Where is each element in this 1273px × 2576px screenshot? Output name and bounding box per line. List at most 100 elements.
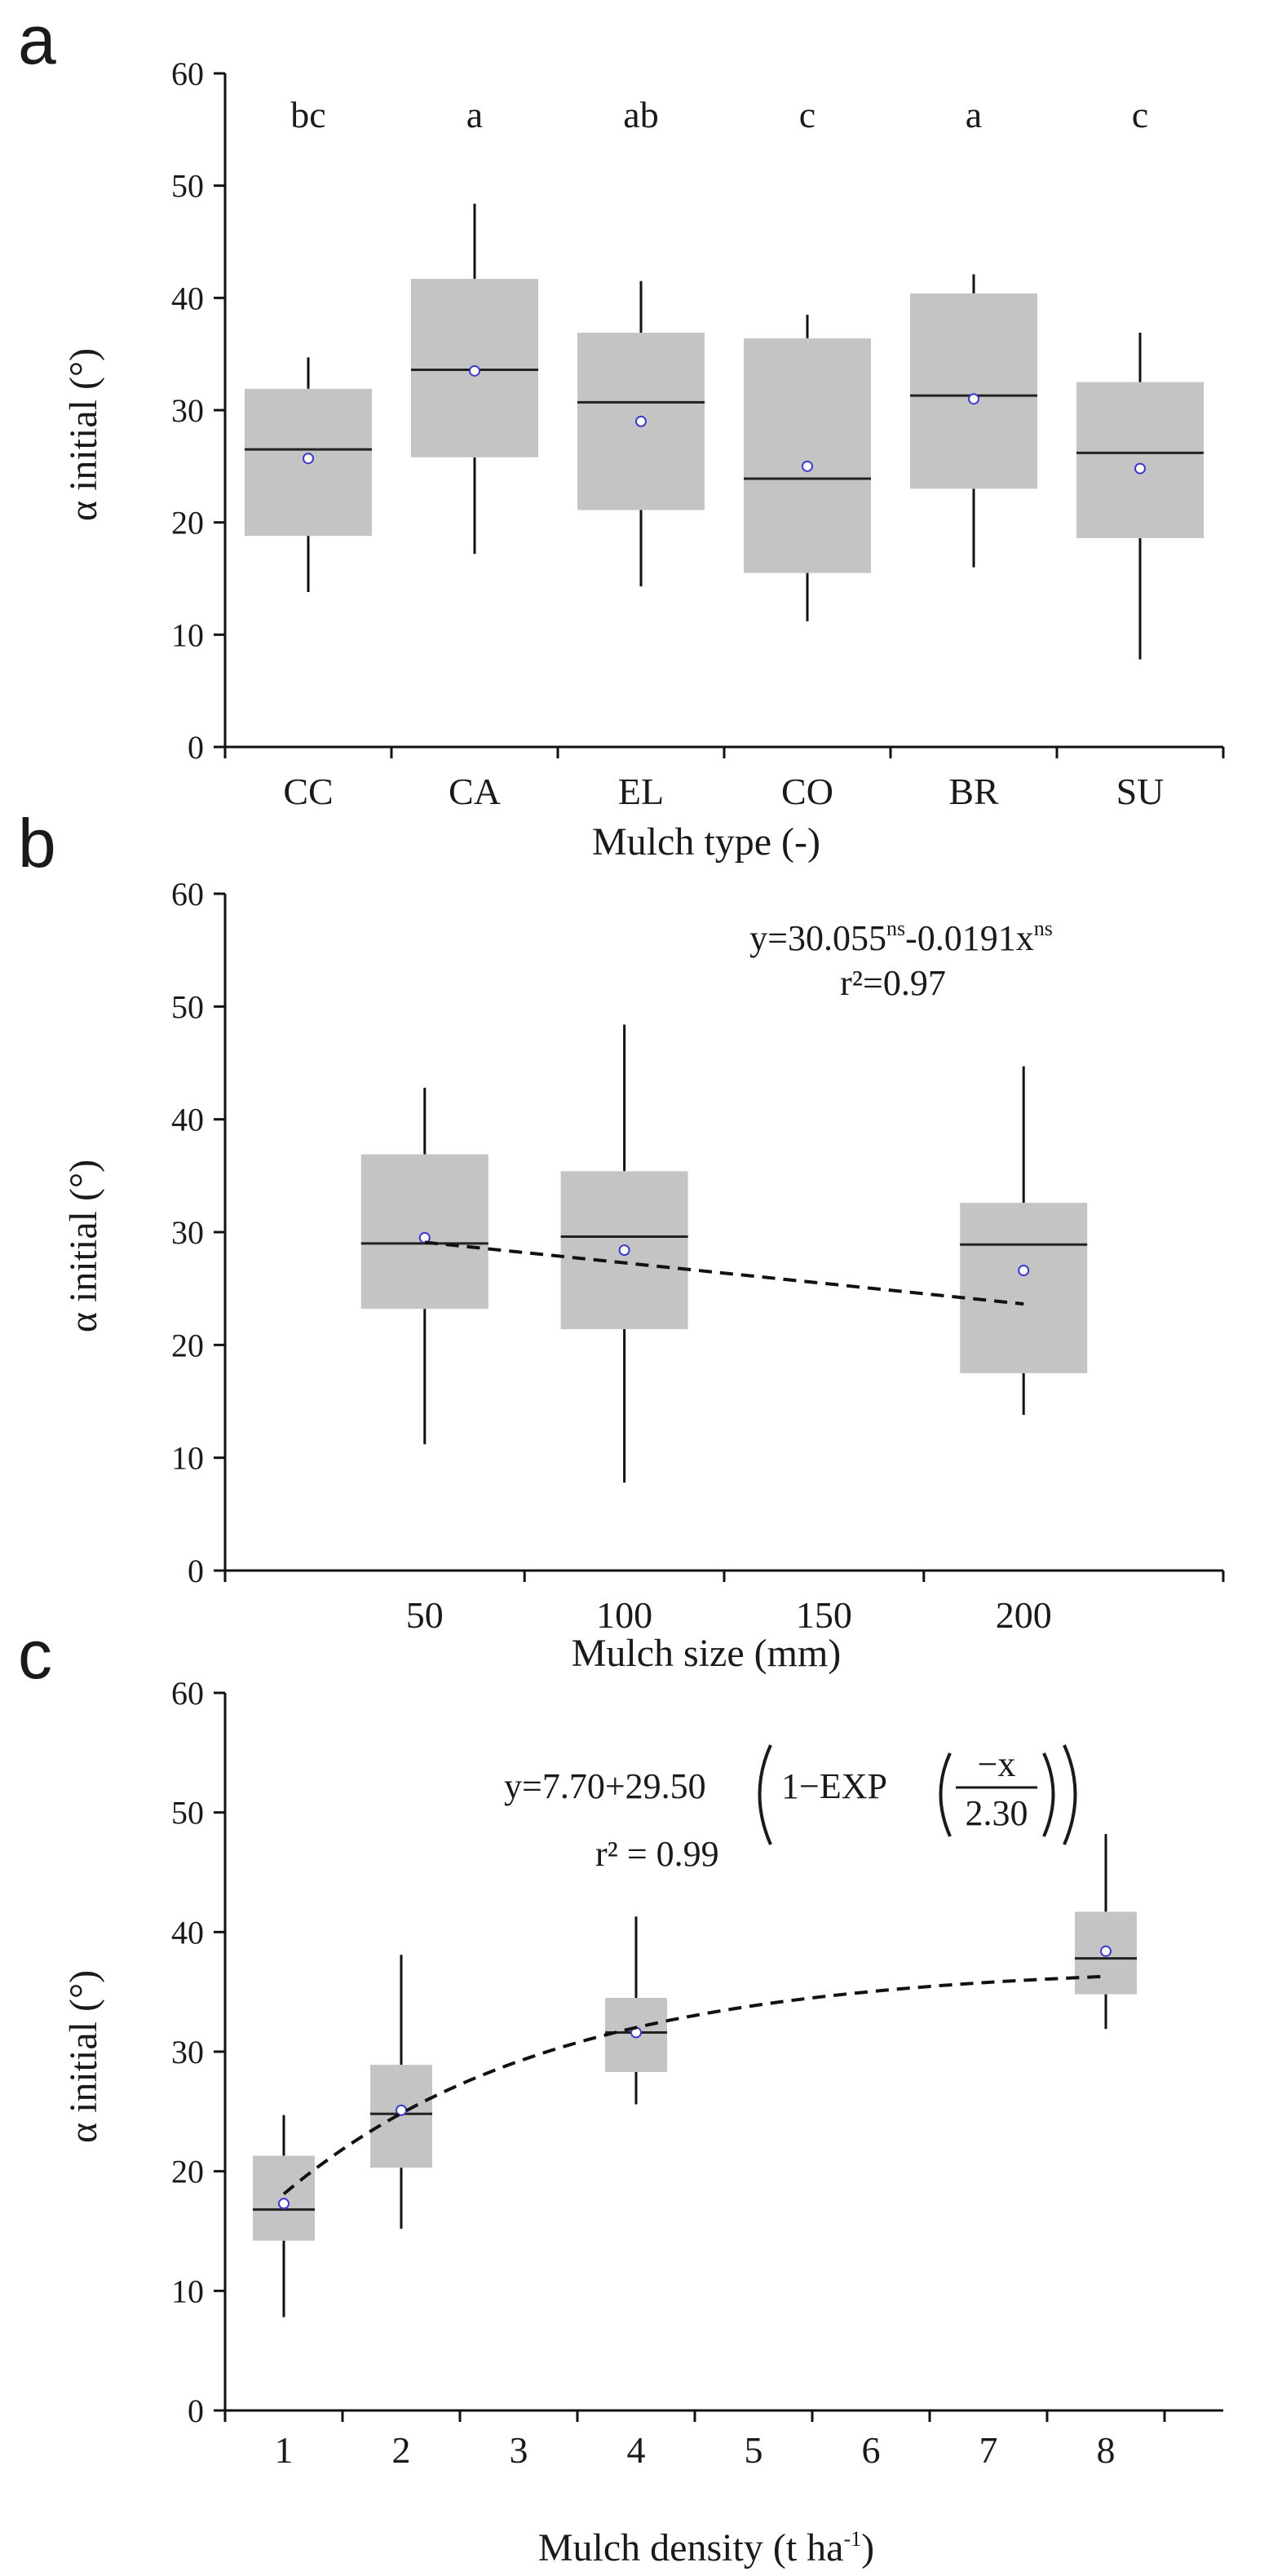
panel-a-box — [1076, 333, 1204, 660]
panel-b-box — [560, 1024, 688, 1483]
panel-a-category-label: CO — [781, 771, 833, 812]
panel-a-category-label: CC — [283, 771, 333, 812]
panel-a-mean-marker — [303, 453, 314, 465]
panel-b-y-axis: 0 10 20 30 40 50 60 — [171, 876, 227, 1589]
panel-c-y-tick-label: 50 — [171, 1795, 204, 1831]
panel-b-y-title: α initial (°) — [62, 1160, 105, 1332]
panel-c-mean-marker — [278, 2198, 290, 2210]
panel-a-y-tick-label: 10 — [171, 616, 204, 653]
panel-a-mean-marker — [968, 393, 979, 405]
panel-c-eq-denominator: 2.30 — [966, 1793, 1028, 1833]
panel-c-x-title-main: Mulch density (t ha — [538, 2526, 844, 2569]
panel-c-x-title-end: ) — [861, 2526, 874, 2569]
panel-c-eq-lhs: y=7.70+29.50 — [504, 1766, 706, 1806]
panel-c-r2: r² = 0.99 — [595, 1834, 719, 1874]
panel-c-equation: y=7.70+29.50 1−EXP −x 2.30 — [504, 1744, 1077, 1845]
panel-b-box — [960, 1066, 1088, 1416]
panel-c-eq-paren-mid-right — [1042, 1752, 1055, 1837]
panel-a-y-tick-label: 60 — [171, 55, 204, 92]
panel-c-y-title: α initial (°) — [62, 1970, 105, 2143]
panel-b-x-tick-label: 150 — [796, 1594, 852, 1636]
panel-c-x-tick-label: 7 — [979, 2429, 998, 2471]
panel-a-significance-letter: bc — [290, 94, 325, 135]
panel-a-mean-marker — [635, 415, 647, 427]
panel-a-category-label: SU — [1116, 771, 1165, 812]
panel-c-x-tick-label: 5 — [745, 2429, 763, 2471]
panel-b-mean-marker — [618, 1244, 630, 1257]
panel-b-y-tick-label: 20 — [171, 1327, 204, 1363]
panel-c-y-tick-label: 30 — [171, 2034, 204, 2070]
panel-b-eq-x: -0.0191x — [905, 918, 1034, 958]
panel-a-y-tick-label: 50 — [171, 168, 204, 205]
panel-a: a 0 10 20 30 40 50 60 CC CA EL CO BR SU bc a ab c a c Mu… — [18, 2, 1225, 864]
panel-c-y-axis: 0 10 20 30 40 50 60 — [171, 1675, 227, 2429]
panel-b-equation: y=30.055ns-0.0191xns — [749, 917, 1053, 958]
panel-c-x-title-sup: -1 — [843, 2527, 861, 2551]
panel-a-significance-letter: c — [799, 94, 816, 135]
panel-a-x-axis: CC CA EL CO BR SU — [223, 745, 1225, 812]
panel-b-y-tick-label: 60 — [171, 876, 204, 912]
panel-a-y-tick-label: 20 — [171, 505, 204, 541]
panel-a-box — [577, 281, 705, 587]
panel-c-x-tick-label: 8 — [1097, 2429, 1116, 2471]
panel-a-x-title: Mulch type (-) — [592, 820, 820, 864]
panel-b-y-tick-label: 0 — [188, 1553, 204, 1589]
panel-b-eq-sup2: ns — [1034, 917, 1053, 940]
panel-b-eq-y: y=30.055 — [749, 918, 886, 958]
panel-b-x-tick-label: 200 — [996, 1594, 1052, 1636]
panel-c-box — [253, 2114, 315, 2318]
panel-c-box — [370, 1955, 432, 2229]
panel-c-boxes — [253, 1834, 1137, 2318]
panel-c-box — [1075, 1834, 1137, 2030]
panel-c-eq-paren-left — [758, 1744, 772, 1845]
panel-c-x-tick-label: 3 — [510, 2429, 528, 2471]
panel-a-label: a — [18, 2, 56, 78]
panel-c-box — [605, 1916, 667, 2105]
panel-a-significance-letter: a — [966, 94, 982, 135]
panel-a-category-label: EL — [618, 771, 664, 812]
panel-a-iqr-box — [1076, 382, 1204, 538]
panel-b-y-tick-label: 50 — [171, 988, 204, 1025]
panel-a-y-title: α initial (°) — [62, 348, 105, 521]
panel-a-box — [245, 357, 372, 593]
panel-a-y-tick-label: 30 — [171, 392, 204, 429]
panel-c-y-tick-label: 60 — [171, 1675, 204, 1712]
panel-c: c 0 10 20 30 40 50 60 1 2 3 4 5 6 7 8 y=7.70+29.50 1−… — [18, 1616, 1223, 2569]
panel-b-x-title: Mulch size (mm) — [572, 1632, 842, 1675]
panel-b-x-axis: 50 100 150 200 — [223, 1569, 1225, 1636]
panel-c-label: c — [18, 1616, 52, 1693]
panel-a-significance-letter: a — [466, 94, 483, 135]
panel-b-box — [360, 1087, 488, 1445]
panel-b-eq-sup1: ns — [886, 917, 905, 940]
panel-b-x-tick-label: 100 — [596, 1594, 652, 1636]
panel-a-significance-letter: ab — [623, 94, 658, 135]
panel-c-y-tick-label: 40 — [171, 1914, 204, 1951]
panel-a-y-tick-label: 40 — [171, 280, 204, 316]
panel-c-iqr-box — [370, 2065, 432, 2168]
panel-a-box — [744, 314, 871, 621]
panel-a-boxes — [245, 203, 1204, 660]
panel-a-iqr-box — [744, 338, 871, 573]
panel-c-x-tick-label: 4 — [627, 2429, 646, 2471]
panel-a-mean-marker — [802, 460, 813, 472]
panel-c-x-tick-label: 1 — [275, 2429, 294, 2471]
panel-a-mean-marker — [469, 365, 480, 377]
panel-b-x-tick-label: 50 — [406, 1594, 444, 1636]
panel-b-y-tick-label: 10 — [171, 1440, 204, 1477]
panel-b-y-tick-label: 30 — [171, 1214, 204, 1251]
panel-a-mean-marker — [1134, 462, 1146, 475]
panel-c-y-tick-label: 0 — [188, 2393, 204, 2429]
panel-c-x-tick-label: 2 — [392, 2429, 411, 2471]
panel-a-category-label: BR — [948, 771, 999, 812]
panel-c-eq-paren-mid-left — [939, 1752, 952, 1837]
panel-a-significance-letter: c — [1132, 94, 1148, 135]
panel-a-box — [411, 203, 538, 555]
panel-c-eq-paren-right — [1063, 1744, 1077, 1845]
panel-a-y-tick-label: 0 — [188, 729, 204, 766]
panel-c-eq-inner: 1−EXP — [781, 1766, 887, 1806]
panel-b-y-tick-label: 40 — [171, 1102, 204, 1138]
panel-a-category-label: CA — [449, 771, 501, 812]
panel-c-y-tick-label: 20 — [171, 2154, 204, 2190]
